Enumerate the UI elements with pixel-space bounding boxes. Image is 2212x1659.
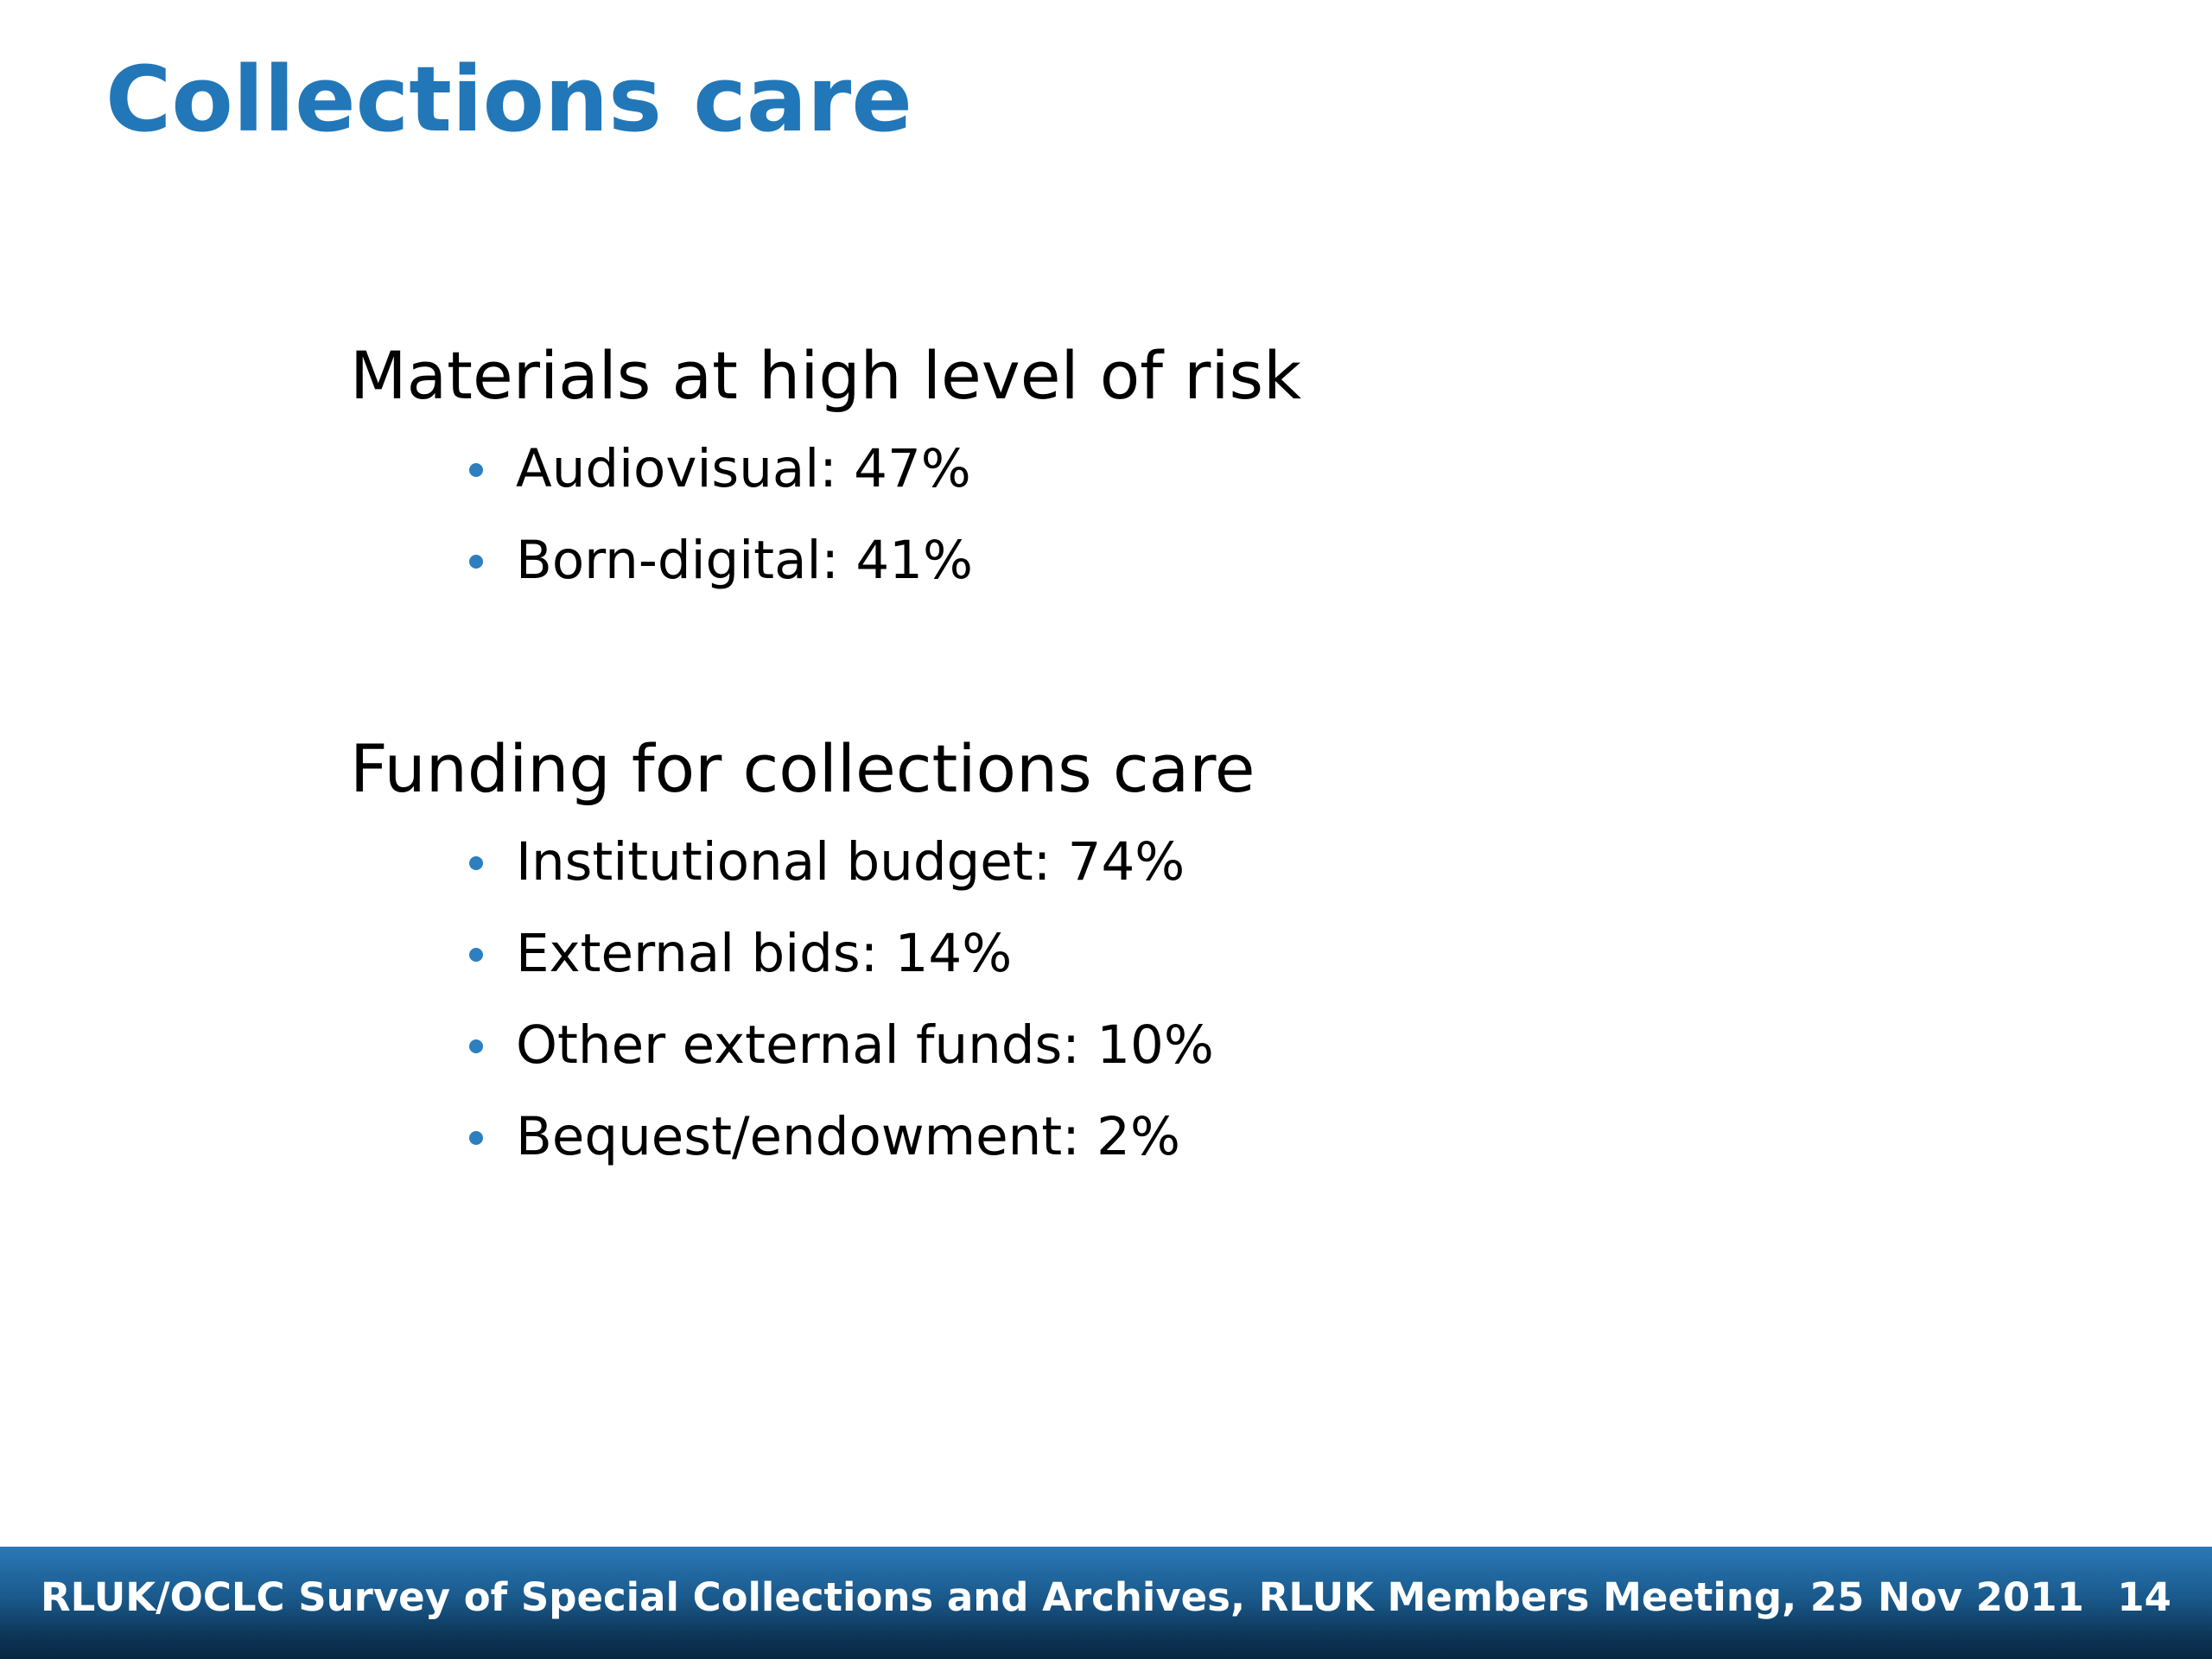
- bullet-item: Other external funds: 10%: [350, 1000, 1255, 1091]
- section-heading: Materials at high level of risk: [350, 337, 1302, 414]
- section-heading: Funding for collections care: [350, 730, 1255, 807]
- bullet-item: Institutional budget: 74%: [350, 817, 1255, 908]
- bullet-text: Other external funds: 10%: [516, 1014, 1214, 1076]
- footer-text: RLUK/OCLC Survey of Special Collections …: [41, 1574, 2084, 1620]
- bullet-text: Audiovisual: 47%: [516, 438, 971, 499]
- bullet-dot-icon: [469, 856, 483, 870]
- section-funding: Funding for collections care Institution…: [350, 721, 1255, 1183]
- bullet-list: Institutional budget: 74% External bids:…: [350, 817, 1255, 1183]
- page-number: 14: [2117, 1574, 2171, 1620]
- bullet-text: Born-digital: 41%: [516, 530, 973, 591]
- bullet-dot-icon: [469, 1039, 483, 1053]
- bullet-item: Born-digital: 41%: [350, 515, 1301, 607]
- bullet-dot-icon: [469, 948, 483, 962]
- bullet-item: External bids: 14%: [350, 908, 1255, 1000]
- bullet-list: Audiovisual: 47% Born-digital: 41%: [350, 423, 1301, 607]
- bullet-text: External bids: 14%: [516, 923, 1013, 984]
- bullet-text: Bequest/endowment: 2%: [516, 1106, 1180, 1167]
- bullet-item: Audiovisual: 47%: [350, 423, 1301, 515]
- footer-bar: RLUK/OCLC Survey of Special Collections …: [0, 1547, 2212, 1659]
- bullet-dot-icon: [469, 463, 483, 477]
- bullet-item: Bequest/endowment: 2%: [350, 1091, 1255, 1183]
- bullet-dot-icon: [469, 1131, 483, 1145]
- slide-title: Collections care: [105, 47, 912, 152]
- bullet-dot-icon: [469, 555, 483, 569]
- section-materials-at-risk: Materials at high level of risk Audiovis…: [350, 328, 1301, 607]
- bullet-text: Institutional budget: 74%: [516, 831, 1185, 893]
